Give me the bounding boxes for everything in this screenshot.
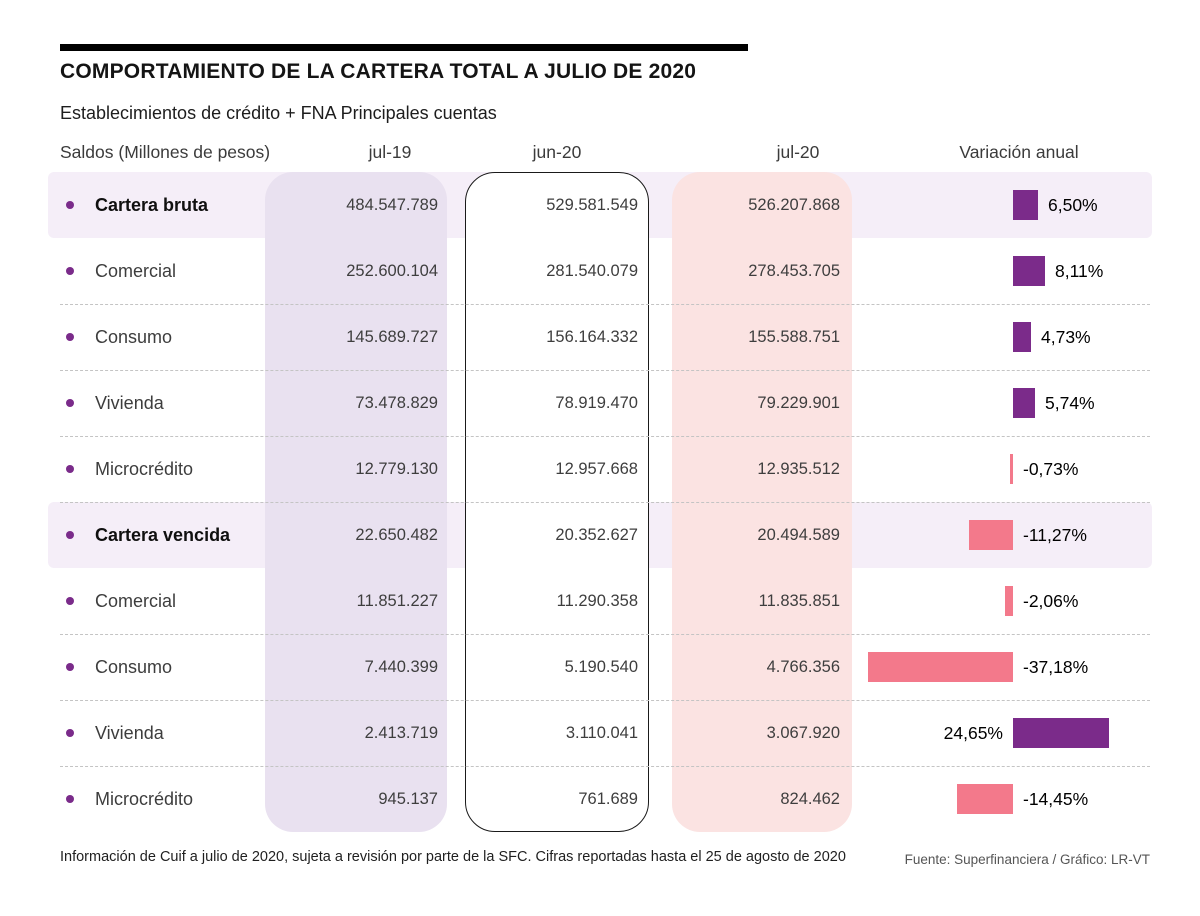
bullet-icon bbox=[66, 465, 74, 473]
table-row: Microcrédito 945.137 761.689 824.462 -14… bbox=[0, 766, 1200, 832]
cell-jun20: 529.581.549 bbox=[546, 196, 638, 214]
table-row: Vivienda 2.413.719 3.110.041 3.067.920 2… bbox=[0, 700, 1200, 767]
variation-bar bbox=[868, 652, 1013, 682]
cell-jun20: 78.919.470 bbox=[555, 394, 638, 412]
cell-jul20: 824.462 bbox=[780, 790, 840, 808]
cell-jun20: 20.352.627 bbox=[555, 526, 638, 544]
row-label: Comercial bbox=[95, 261, 177, 281]
variation-label: 5,74% bbox=[1045, 393, 1095, 413]
cell-jul19: 22.650.482 bbox=[355, 526, 438, 544]
cell-jul19: 12.779.130 bbox=[355, 460, 438, 478]
cell-jul20: 79.229.901 bbox=[757, 394, 840, 412]
cell-jul19: 145.689.727 bbox=[346, 328, 438, 346]
column-header-jun20: jun-20 bbox=[532, 142, 582, 162]
row-label: Consumo bbox=[95, 657, 173, 677]
cell-jun20: 11.290.358 bbox=[556, 592, 638, 610]
cell-jul19: 7.440.399 bbox=[364, 658, 438, 676]
table-row: Comercial 11.851.227 11.290.358 11.835.8… bbox=[0, 568, 1200, 635]
variation-bar bbox=[1013, 256, 1045, 286]
row-label: Vivienda bbox=[95, 723, 164, 743]
variation-label: 8,11% bbox=[1055, 261, 1104, 281]
page-title: COMPORTAMIENTO DE LA CARTERA TOTAL A JUL… bbox=[60, 60, 697, 83]
column-header-saldos: Saldos (Millones de pesos) bbox=[60, 142, 271, 162]
variation-bar bbox=[957, 784, 1013, 814]
column-header-variacion: Variación anual bbox=[959, 142, 1079, 162]
table-row: Consumo 7.440.399 5.190.540 4.766.356 -3… bbox=[0, 634, 1200, 701]
bullet-icon bbox=[66, 399, 74, 407]
table-row: Consumo 145.689.727 156.164.332 155.588.… bbox=[0, 304, 1200, 371]
table-row: Cartera bruta 484.547.789 529.581.549 52… bbox=[0, 172, 1200, 238]
variation-label: 6,50% bbox=[1048, 195, 1098, 215]
top-rule bbox=[60, 44, 748, 51]
variation-bar bbox=[1005, 586, 1013, 616]
cell-jun20: 761.689 bbox=[578, 790, 638, 808]
variation-label: -37,18% bbox=[1023, 657, 1089, 677]
cell-jun20: 281.540.079 bbox=[546, 262, 638, 280]
variation-bar bbox=[1013, 322, 1031, 352]
bullet-icon bbox=[66, 267, 74, 275]
table-row: Comercial 252.600.104 281.540.079 278.45… bbox=[0, 238, 1200, 305]
variation-bar bbox=[969, 520, 1013, 550]
cell-jul20: 20.494.589 bbox=[757, 526, 840, 544]
cell-jul19: 945.137 bbox=[378, 790, 438, 808]
variation-bar bbox=[1013, 718, 1109, 748]
table-row: Cartera vencida 22.650.482 20.352.627 20… bbox=[0, 502, 1200, 568]
cell-jun20: 5.190.540 bbox=[564, 658, 638, 676]
cell-jul20: 4.766.356 bbox=[766, 658, 840, 676]
table-row: Vivienda 73.478.829 78.919.470 79.229.90… bbox=[0, 370, 1200, 437]
variation-bar bbox=[1013, 190, 1038, 220]
page-subtitle: Establecimientos de crédito + FNA Princi… bbox=[60, 103, 497, 123]
cell-jul19: 2.413.719 bbox=[364, 724, 438, 742]
row-label: Consumo bbox=[95, 327, 173, 347]
cell-jul20: 526.207.868 bbox=[748, 196, 840, 214]
cell-jul20: 11.835.851 bbox=[758, 592, 840, 610]
cell-jul19: 484.547.789 bbox=[346, 196, 438, 214]
row-label: Vivienda bbox=[95, 393, 164, 413]
variation-label: -2,06% bbox=[1023, 591, 1079, 611]
variation-bar bbox=[1010, 454, 1013, 484]
cell-jun20: 3.110.041 bbox=[565, 724, 638, 742]
cell-jul19: 11.851.227 bbox=[356, 592, 438, 610]
cell-jun20: 156.164.332 bbox=[546, 328, 638, 346]
row-label: Comercial bbox=[95, 591, 177, 611]
row-label: Cartera bruta bbox=[95, 195, 209, 215]
bullet-icon bbox=[66, 729, 74, 737]
variation-label: -0,73% bbox=[1023, 459, 1079, 479]
cell-jul20: 278.453.705 bbox=[748, 262, 840, 280]
variation-label: -11,27% bbox=[1023, 525, 1087, 545]
bullet-icon bbox=[66, 597, 74, 605]
bullet-icon bbox=[66, 333, 74, 341]
cell-jun20: 12.957.668 bbox=[555, 460, 638, 478]
footnote: Información de Cuif a julio de 2020, suj… bbox=[60, 849, 846, 865]
bullet-icon bbox=[66, 531, 74, 539]
bullet-icon bbox=[66, 663, 74, 671]
source-credit: Fuente: Superfinanciera / Gráfico: LR-VT bbox=[904, 852, 1150, 867]
variation-label: -14,45% bbox=[1023, 789, 1089, 809]
cell-jul20: 3.067.920 bbox=[766, 724, 840, 742]
table-row: Microcrédito 12.779.130 12.957.668 12.93… bbox=[0, 436, 1200, 503]
bullet-icon bbox=[66, 201, 74, 209]
column-header-jul19: jul-19 bbox=[368, 142, 412, 162]
cell-jul20: 155.588.751 bbox=[748, 328, 840, 346]
row-label: Cartera vencida bbox=[95, 525, 231, 545]
variation-bar bbox=[1013, 388, 1035, 418]
cell-jul19: 252.600.104 bbox=[346, 262, 438, 280]
row-label: Microcrédito bbox=[95, 789, 194, 809]
table-body: Cartera bruta 484.547.789 529.581.549 52… bbox=[0, 172, 1200, 832]
bullet-icon bbox=[66, 795, 74, 803]
variation-label: 4,73% bbox=[1041, 327, 1091, 347]
variation-label: 24,65% bbox=[943, 723, 1003, 743]
cell-jul20: 12.935.512 bbox=[757, 460, 840, 478]
row-label: Microcrédito bbox=[95, 459, 194, 479]
cell-jul19: 73.478.829 bbox=[355, 394, 438, 412]
column-header-jul20: jul-20 bbox=[776, 142, 820, 162]
